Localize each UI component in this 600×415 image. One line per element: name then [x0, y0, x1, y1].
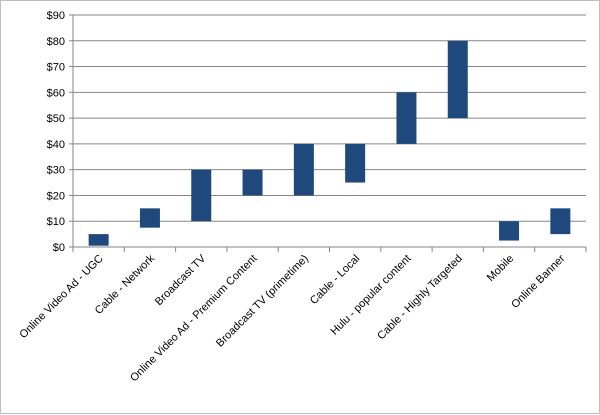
- x-category-label: Cable - Local: [308, 253, 362, 307]
- x-category-label: Broadcast TV: [153, 252, 209, 308]
- y-tick-label: $30: [47, 165, 65, 177]
- x-category-label: Mobile: [485, 253, 516, 284]
- range-bar: [550, 208, 571, 235]
- x-category-label: Online Banner: [509, 252, 567, 310]
- y-tick-label: $0: [53, 242, 65, 254]
- range-bar: [345, 143, 366, 183]
- y-tick-label: $90: [47, 10, 65, 22]
- x-category-label: Cable - Highly Targeted: [375, 253, 465, 343]
- range-bar: [88, 234, 109, 246]
- range-bar: [293, 143, 314, 196]
- range-bar: [447, 40, 468, 119]
- range-bar: [499, 221, 520, 241]
- x-category-label: Online Video Ad - UGC: [17, 253, 105, 341]
- y-tick-label: $50: [47, 113, 65, 125]
- range-bar: [139, 208, 160, 228]
- y-tick-label: $40: [47, 139, 65, 151]
- y-tick-label: $60: [47, 87, 65, 99]
- x-category-label: Broadcast TV (primetime): [214, 253, 311, 350]
- y-tick-label: $20: [47, 190, 65, 202]
- range-bar: [242, 169, 263, 196]
- range-bar: [191, 169, 212, 222]
- y-tick-label: $80: [47, 36, 65, 48]
- y-tick-label: $70: [47, 62, 65, 74]
- range-bar: [396, 92, 417, 144]
- y-tick-label: $10: [47, 216, 65, 228]
